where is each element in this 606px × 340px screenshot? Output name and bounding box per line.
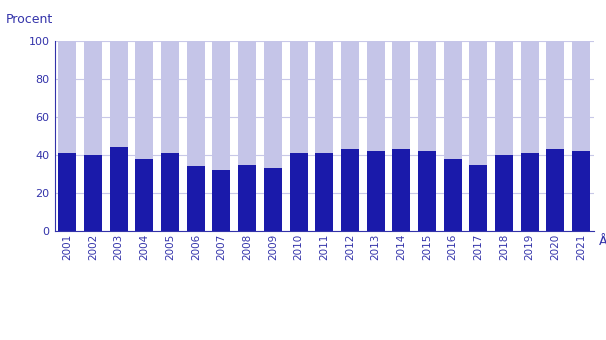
Bar <box>547 41 564 149</box>
Bar <box>444 159 462 231</box>
Bar <box>58 153 76 231</box>
Bar <box>238 41 256 165</box>
Text: År: År <box>599 235 606 248</box>
Bar <box>341 149 359 231</box>
Bar <box>135 159 153 231</box>
Bar <box>367 151 385 231</box>
Bar <box>495 155 513 231</box>
Bar <box>264 168 282 231</box>
Bar <box>572 41 590 151</box>
Bar <box>341 41 359 149</box>
Text: Procent: Procent <box>6 13 53 26</box>
Bar <box>58 41 76 153</box>
Bar <box>84 41 102 155</box>
Bar <box>213 41 230 170</box>
Bar <box>238 165 256 231</box>
Bar <box>110 41 128 148</box>
Bar <box>392 41 410 149</box>
Bar <box>367 41 385 151</box>
Bar <box>418 151 436 231</box>
Bar <box>110 148 128 231</box>
Bar <box>547 149 564 231</box>
Bar <box>444 41 462 159</box>
Bar <box>187 167 205 231</box>
Bar <box>290 153 307 231</box>
Bar <box>135 41 153 159</box>
Bar <box>264 41 282 168</box>
Bar <box>84 155 102 231</box>
Bar <box>521 41 539 153</box>
Bar <box>495 41 513 155</box>
Bar <box>213 170 230 231</box>
Bar <box>469 165 487 231</box>
Bar <box>315 41 333 153</box>
Bar <box>290 41 307 153</box>
Bar <box>392 149 410 231</box>
Bar <box>187 41 205 167</box>
Bar <box>161 41 179 153</box>
Bar <box>315 153 333 231</box>
Bar <box>161 153 179 231</box>
Bar <box>418 41 436 151</box>
Bar <box>469 41 487 165</box>
Bar <box>572 151 590 231</box>
Bar <box>521 153 539 231</box>
